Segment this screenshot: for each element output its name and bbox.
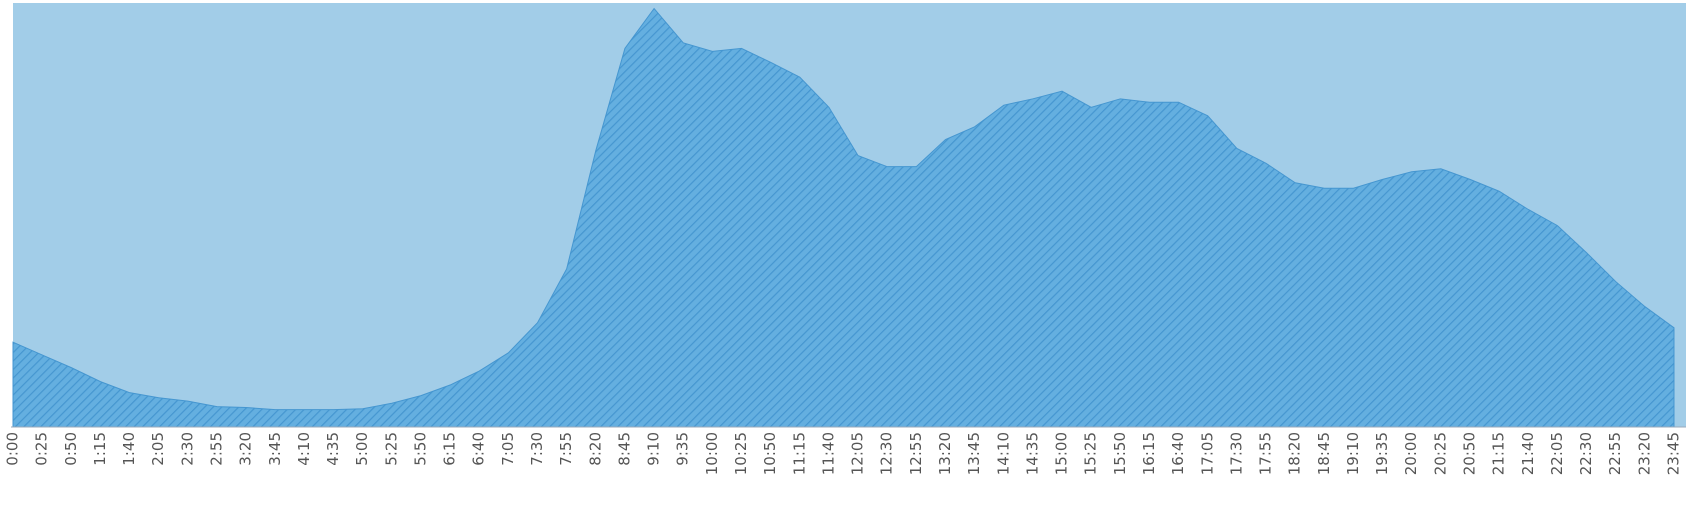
x-tick-label: 12:05 <box>849 432 867 475</box>
x-tick-label: 14:35 <box>1023 432 1041 475</box>
x-tick-label: 11:40 <box>819 432 837 475</box>
x-tick-label: 2:30 <box>178 432 196 466</box>
x-tick-label: 6:15 <box>441 432 459 466</box>
x-tick-label: 10:50 <box>761 432 779 475</box>
x-tick-label: 23:20 <box>1635 432 1653 475</box>
x-tick-label: 5:00 <box>353 432 371 466</box>
x-tick-label: 0:50 <box>62 432 80 466</box>
x-tick-label: 5:25 <box>382 432 400 466</box>
x-tick-label: 13:20 <box>936 432 954 475</box>
x-tick-label: 22:55 <box>1606 432 1624 475</box>
x-tick-label: 19:35 <box>1373 432 1391 475</box>
x-tick-label: 22:05 <box>1548 432 1566 475</box>
x-tick-label: 15:00 <box>1053 432 1071 475</box>
x-tick-label: 20:00 <box>1402 432 1420 475</box>
x-tick-label: 3:45 <box>266 432 284 466</box>
x-tick-label: 18:20 <box>1286 432 1304 475</box>
x-tick-label: 0:25 <box>33 432 51 466</box>
x-tick-label: 21:15 <box>1490 432 1508 475</box>
x-tick-label: 2:05 <box>149 432 167 466</box>
x-tick-label: 8:20 <box>586 432 604 466</box>
x-tick-label: 9:35 <box>674 432 692 466</box>
x-tick-label: 16:15 <box>1140 432 1158 475</box>
x-tick-label: 17:05 <box>1198 432 1216 475</box>
x-tick-label: 21:40 <box>1519 432 1537 475</box>
x-tick-label: 17:55 <box>1257 432 1275 475</box>
x-tick-label: 11:15 <box>790 432 808 475</box>
x-tick-label: 8:45 <box>615 432 633 466</box>
x-tick-label: 4:10 <box>295 432 313 466</box>
x-tick-label: 20:50 <box>1461 432 1479 475</box>
x-tick-label: 0:00 <box>4 432 22 466</box>
x-tick-label: 12:55 <box>907 432 925 475</box>
x-tick-label: 10:25 <box>732 432 750 475</box>
x-tick-label: 15:25 <box>1082 432 1100 475</box>
x-tick-label: 7:30 <box>528 432 546 466</box>
x-tick-label: 19:10 <box>1344 432 1362 475</box>
x-tick-label: 14:10 <box>994 432 1012 475</box>
x-tick-label: 15:50 <box>1111 432 1129 475</box>
x-tick-label: 6:40 <box>470 432 488 466</box>
x-tick-label: 5:50 <box>411 432 429 466</box>
x-tick-label: 10:00 <box>703 432 721 475</box>
x-tick-label: 18:45 <box>1315 432 1333 475</box>
x-tick-label: 1:15 <box>91 432 109 466</box>
x-tick-label: 12:30 <box>878 432 896 475</box>
x-tick-label: 20:25 <box>1431 432 1449 475</box>
x-tick-label: 2:55 <box>207 432 225 466</box>
area <box>12 7 1675 428</box>
x-tick-label: 1:40 <box>120 432 138 466</box>
x-tick-label: 16:40 <box>1169 432 1187 475</box>
x-tick-label: 13:45 <box>965 432 983 475</box>
x-tick-label: 7:05 <box>499 432 517 466</box>
x-tick-label: 22:30 <box>1577 432 1595 475</box>
x-tick-label: 17:30 <box>1227 432 1245 475</box>
x-tick-label: 9:10 <box>645 432 663 466</box>
x-tick-label: 7:55 <box>557 432 575 466</box>
x-tick-label: 4:35 <box>324 432 342 466</box>
x-tick-label: 23:45 <box>1665 432 1683 475</box>
x-tick-label: 3:20 <box>237 432 255 466</box>
